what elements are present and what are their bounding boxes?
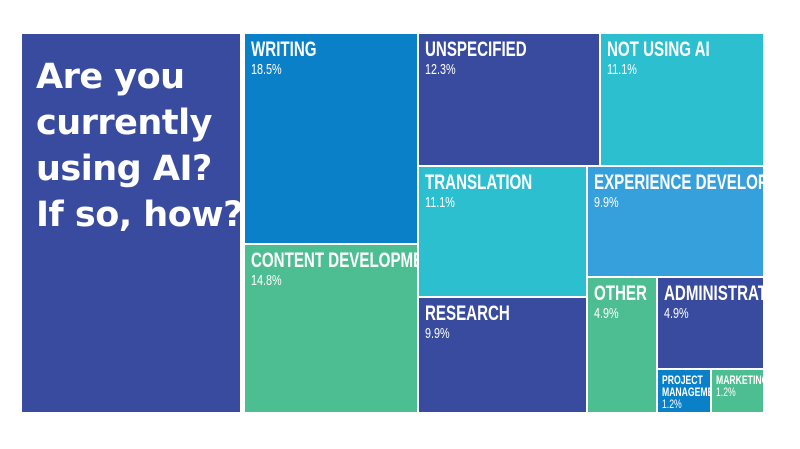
cell-name: NOT USING AI bbox=[607, 38, 710, 61]
treemap-cell-marketing: MARKETING1.2% bbox=[712, 370, 763, 412]
cell-label: UNSPECIFIED 12.3% bbox=[425, 38, 527, 79]
cell-name: WRITING bbox=[251, 38, 317, 61]
cell-value: 4.9% bbox=[594, 305, 619, 322]
cell-name: OTHER bbox=[594, 282, 647, 305]
treemap-cell-other: OTHER 4.9% bbox=[588, 278, 656, 412]
treemap-cell-not-using-ai: NOT USING AI 11.1% bbox=[601, 34, 763, 165]
cell-name: ADMINISTRATIVE bbox=[664, 282, 763, 305]
cell-value: 18.5% bbox=[251, 61, 282, 78]
cell-label: TRANSLATION 11.1% bbox=[425, 171, 533, 212]
cell-value: 4.9% bbox=[664, 305, 689, 322]
cell-value: 11.1% bbox=[607, 61, 637, 78]
chart-title: Are you currently using AI? If so, how? bbox=[36, 57, 243, 235]
cell-value: 12.3% bbox=[425, 61, 456, 78]
cell-value: 14.8% bbox=[251, 272, 282, 289]
cell-value: 1.2% bbox=[662, 397, 682, 411]
cell-value: 9.9% bbox=[425, 325, 450, 342]
cell-name: MARKETING bbox=[716, 373, 763, 387]
treemap-cell-writing: WRITING 18.5% bbox=[245, 34, 417, 243]
cell-label: OTHER 4.9% bbox=[594, 282, 647, 323]
cell-label: CONTENT DEVELOPMENT14.8% bbox=[251, 249, 417, 290]
cell-name: UNSPECIFIED bbox=[425, 38, 527, 61]
cell-value: 11.1% bbox=[425, 194, 455, 211]
treemap-cell-content-development: CONTENT DEVELOPMENT14.8% bbox=[245, 245, 417, 412]
treemap-cell-unspecified: UNSPECIFIED 12.3% bbox=[419, 34, 599, 165]
cell-label: WRITING 18.5% bbox=[251, 38, 317, 79]
treemap-cell-project-management: PROJECT MANAGEMENT1.2% bbox=[658, 370, 710, 412]
treemap-cell-translation: TRANSLATION 11.1% bbox=[419, 167, 586, 296]
cell-label: NOT USING AI 11.1% bbox=[607, 38, 710, 79]
cell-label: EXPERIENCE DEVELOPMENT9.9% bbox=[594, 171, 763, 212]
treemap-cell-research: RESEARCH 9.9% bbox=[419, 298, 586, 412]
title-panel: Are you currently using AI? If so, how? bbox=[22, 34, 243, 412]
treemap-cell-administrative: ADMINISTRATIVE4.9% bbox=[658, 278, 763, 368]
treemap-cell-experience-development: EXPERIENCE DEVELOPMENT9.9% bbox=[588, 167, 763, 276]
cell-label: ADMINISTRATIVE4.9% bbox=[664, 282, 763, 323]
cell-label: MARKETING1.2% bbox=[716, 374, 763, 398]
cell-name: PROJECT MANAGEMENT bbox=[662, 373, 710, 399]
cell-label: PROJECT MANAGEMENT1.2% bbox=[662, 374, 710, 410]
cell-name: CONTENT DEVELOPMENT bbox=[251, 249, 417, 272]
cell-label: RESEARCH 9.9% bbox=[425, 302, 510, 343]
cell-name: TRANSLATION bbox=[425, 171, 533, 194]
cell-name: RESEARCH bbox=[425, 302, 510, 325]
cell-value: 9.9% bbox=[594, 194, 619, 211]
cell-name: EXPERIENCE DEVELOPMENT bbox=[594, 171, 763, 194]
cell-value: 1.2% bbox=[716, 385, 736, 399]
